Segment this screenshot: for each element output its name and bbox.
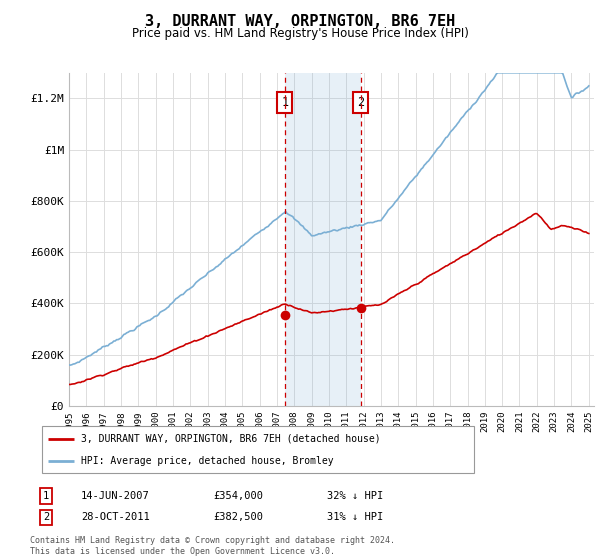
Text: 2: 2 [357, 96, 364, 109]
Text: 1: 1 [43, 491, 49, 501]
Text: 3, DURRANT WAY, ORPINGTON, BR6 7EH (detached house): 3, DURRANT WAY, ORPINGTON, BR6 7EH (deta… [81, 434, 380, 444]
Text: HPI: Average price, detached house, Bromley: HPI: Average price, detached house, Brom… [81, 456, 334, 466]
Text: Contains HM Land Registry data © Crown copyright and database right 2024.
This d: Contains HM Land Registry data © Crown c… [30, 536, 395, 556]
Text: 1: 1 [281, 96, 288, 109]
Text: 28-OCT-2011: 28-OCT-2011 [81, 512, 150, 522]
Text: 2: 2 [43, 512, 49, 522]
Text: 3, DURRANT WAY, ORPINGTON, BR6 7EH: 3, DURRANT WAY, ORPINGTON, BR6 7EH [145, 14, 455, 29]
Text: £382,500: £382,500 [213, 512, 263, 522]
Text: 31% ↓ HPI: 31% ↓ HPI [327, 512, 383, 522]
Text: 14-JUN-2007: 14-JUN-2007 [81, 491, 150, 501]
Bar [285, 73, 361, 406]
Text: 32% ↓ HPI: 32% ↓ HPI [327, 491, 383, 501]
Text: £354,000: £354,000 [213, 491, 263, 501]
Text: Price paid vs. HM Land Registry's House Price Index (HPI): Price paid vs. HM Land Registry's House … [131, 27, 469, 40]
